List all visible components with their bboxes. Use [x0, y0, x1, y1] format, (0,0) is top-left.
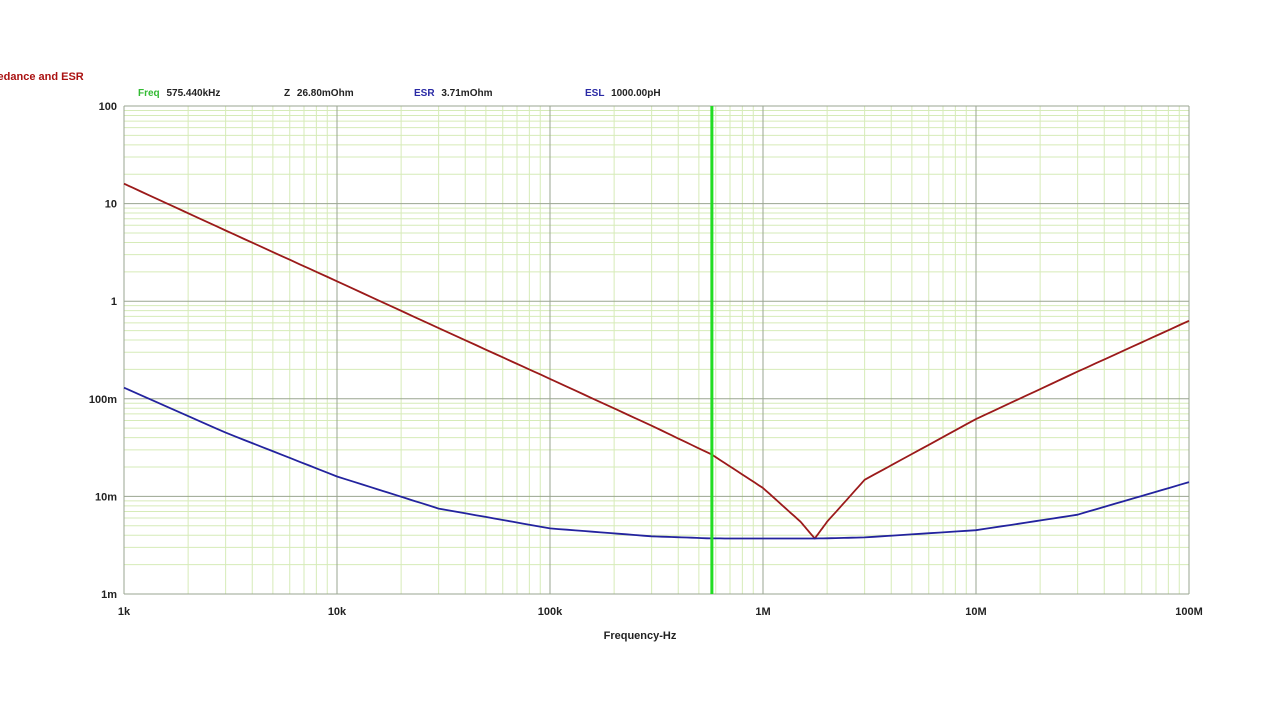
freq-readout: Freq 575.440kHz	[138, 88, 220, 99]
y-tick-label: 10m	[95, 491, 117, 503]
x-tick-label: 100k	[538, 606, 563, 618]
z-readout-value: 26.80mOhm	[297, 88, 354, 99]
x-tick-label: 100M	[1175, 606, 1203, 618]
x-tick-label: 1k	[118, 606, 131, 618]
y-tick-label: 100m	[89, 394, 117, 406]
plot-area	[124, 106, 1189, 594]
tick-labels: 1k 10k 100k 1M 10M 100M 100 10 1 100m 10m 1m	[89, 101, 1203, 618]
z-readout-label: Z	[284, 88, 290, 99]
series-line-z	[123, 182, 1190, 540]
x-tick-label: 10k	[328, 606, 347, 618]
z-readout: Z 26.80mOhm	[284, 88, 354, 99]
y-tick-label: 10	[105, 199, 117, 211]
y-tick-label: 100	[99, 101, 117, 113]
x-axis-label: Frequency-Hz	[604, 630, 677, 642]
x-tick-label: 10M	[965, 606, 986, 618]
plot-grid	[123, 105, 1190, 595]
esr-readout: ESR 3.71mOhm	[414, 88, 493, 99]
esl-readout-label: ESL	[585, 88, 604, 99]
esr-readout-value: 3.71mOhm	[441, 88, 492, 99]
freq-readout-value: 575.440kHz	[166, 88, 220, 99]
x-tick-label: 1M	[755, 606, 770, 618]
chart-title: Impedance and ESR	[0, 71, 84, 83]
y-tick-label: 1m	[101, 589, 117, 601]
esr-readout-label: ESR	[414, 88, 435, 99]
esl-readout: ESL 1000.00pH	[585, 88, 661, 99]
esl-readout-value: 1000.00pH	[611, 88, 660, 99]
freq-readout-label: Freq	[138, 88, 160, 99]
y-tick-label: 1	[111, 296, 117, 308]
